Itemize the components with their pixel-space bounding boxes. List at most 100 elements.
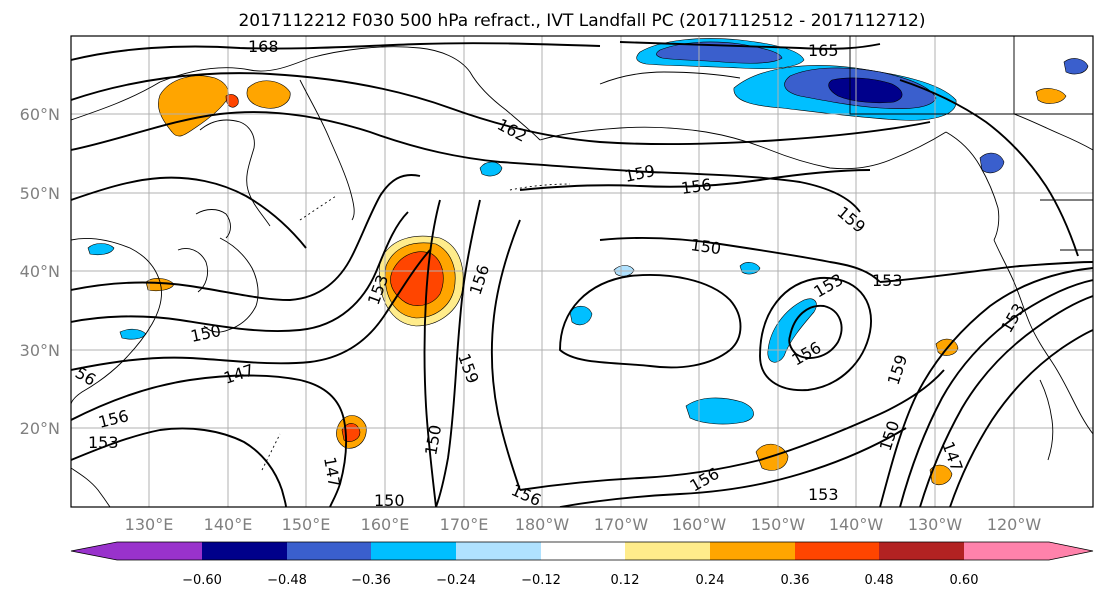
figure-title: 2017112212 F030 500 hPa refract., IVT La… [238,11,925,31]
contour-165 [619,41,881,50]
contour-low-center-loop [788,304,843,359]
lon-label: 160°E [361,515,410,534]
lon-label: 130°E [125,515,174,534]
colorbar-segment [202,542,287,560]
negative-patch-arctic [656,41,783,64]
contour-trough-c [423,199,441,507]
contour-label: 168 [248,37,279,56]
contour-lobe-west-c [71,249,431,371]
coastline-gulf-alaska [945,131,1000,241]
colorbar-segment [710,542,795,560]
contour-south-b [559,427,907,507]
lat-label: 30°N [20,341,60,360]
contour-label: 165 [808,41,839,60]
coastlines [71,36,1093,507]
longitude-axis: 130°E 140°E 150°E 160°E 170°E 180°W 170°… [125,515,1042,534]
contour-label: 153 [872,271,903,290]
contour-label: 153 [808,485,839,504]
lon-label: 130°W [908,515,963,534]
coastline-china [71,237,163,405]
coastline-alaska-north [599,71,741,85]
colorbar-label: −0.48 [267,573,307,588]
contour-label: 156 [680,175,713,198]
colorbar-label: −0.60 [182,573,222,588]
positive-patch-hawaii-east [755,443,789,471]
map-panel: 168 165 162 159 156 159 150 153 153 156 … [71,36,1093,510]
colorbar-label: 0.48 [865,573,894,588]
lon-label: 120°W [987,515,1042,534]
contour-lobe-west-a [71,174,421,301]
colorbar-segment [964,542,1093,560]
colorbar-label: −0.24 [436,573,476,588]
colorbar-label: −0.12 [521,573,561,588]
contour-east-band-b [899,279,1093,507]
colorbar-segment [287,542,371,560]
contour-label: 150 [374,491,405,510]
colorbar-label: −0.36 [351,573,391,588]
coastline-baja [1039,379,1054,461]
contour-trough-a [435,199,481,507]
colorbar-segment [795,542,879,560]
lon-label: 170°E [440,515,489,534]
colorbar-label: 0.24 [696,573,725,588]
colorbar-label: 0.12 [611,573,640,588]
contour-low-outer [759,277,872,392]
lat-label: 50°N [20,184,60,203]
lat-label: 60°N [20,105,60,124]
colorbar-segment [879,542,964,560]
lon-label: 150°W [751,515,806,534]
coastline-korea [177,248,209,293]
colorbar-segment [71,542,202,560]
lon-label: 150°E [282,515,331,534]
contour-label: 150 [689,235,722,258]
coastline-okhotsk [199,119,271,227]
negative-patch-west-sea [87,243,115,256]
coastline-sea-of-japan [195,209,231,239]
positive-patch-kamchatka [246,80,291,109]
coastline-west-canada [993,239,1093,435]
negative-patch-far-east-coast [1063,58,1089,75]
contour-south-a [519,369,945,491]
lon-label: 180°W [515,515,570,534]
negative-patch-mid-pacific [569,305,593,326]
contour-153-east [879,261,1093,283]
latitude-axis: 60°N 50°N 40°N 30°N 20°N [20,105,60,438]
positive-patch-okhotsk [158,75,229,137]
coastline-bonin [261,433,281,471]
lon-label: 140°E [204,515,253,534]
negative-patch-alaska-core [828,77,903,104]
contour-label: 153 [88,433,119,452]
colorbar: −0.60 −0.48 −0.36 −0.24 −0.12 0.12 0.24 … [70,541,1094,588]
coastline-siberia [71,46,541,141]
positive-patch-gulf [1035,88,1067,104]
contour-ne-ridge [899,79,1079,257]
lat-label: 20°N [20,419,60,438]
coastline-japan [203,237,259,333]
colorbar-segment [625,542,710,560]
contour-lobe-west-b [71,211,409,333]
colorbar-segment [371,542,456,560]
contour-156-north [519,169,871,191]
coastline-alaska [539,126,947,170]
colorbar-label: 0.60 [950,573,979,588]
contour-150-mid [599,236,881,283]
positive-patch-central-core [390,251,444,306]
colorbar-label: 0.36 [781,573,810,588]
contour-159 [71,111,861,213]
colorbar-outline [70,541,1094,561]
lat-label: 40°N [20,262,60,281]
contour-168 [71,42,601,61]
colorbar-segment [456,542,541,560]
coastline-philippines [71,467,111,507]
coastline-aleutians [509,183,571,191]
coastline-kuril [299,195,337,221]
coastline-east-box [849,36,1093,115]
lon-label: 170°W [594,515,649,534]
lon-label: 160°W [672,515,727,534]
contour-east-band-d [949,329,1093,507]
negative-patch-gulf-coast [979,152,1005,174]
contour-lines [71,41,1093,507]
coastline-kamchatka [299,79,355,221]
negative-patch-subtropics [685,397,754,425]
